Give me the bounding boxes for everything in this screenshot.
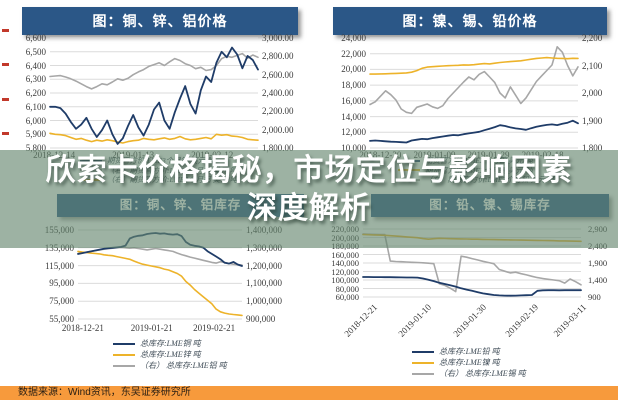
x-axis-tick-label: 2019-02-21: [193, 323, 236, 333]
series-nickel-price-line: [369, 119, 579, 144]
left-axis-tick-label: 20,000: [341, 64, 366, 75]
left-axis-tick-label: 60,000: [335, 292, 359, 302]
legend-line-marker: [113, 353, 135, 356]
left-axis-tick-label: 95,000: [49, 278, 74, 289]
right-axis-tick-label: 900,000: [246, 314, 276, 324]
right-axis-tick-label: 1,900: [588, 258, 608, 268]
x-axis-tick-label: 2018-12-21: [61, 323, 104, 333]
legend-item: （右） 总库存:LME锡 吨: [412, 369, 526, 378]
red-tick-mark: [2, 132, 9, 135]
legend-item: 总库存:LME铅 吨: [412, 347, 500, 356]
right-axis-tick-label: 2,400.00: [262, 88, 294, 98]
data-source-bar: 数据来源：Wind资讯，东吴证券研究所: [0, 386, 618, 400]
left-axis-tick-label: 5,900: [25, 129, 46, 140]
right-axis-tick-label: 1,900: [582, 115, 603, 126]
right-axis-tick-label: 1,000,000: [246, 296, 282, 307]
right-axis-tick-label: 1,200,000: [246, 260, 282, 271]
series-aluminum-stock-line: [77, 246, 243, 266]
legend-line-marker: [412, 372, 434, 375]
left-axis-tick-label: 5,800: [25, 143, 46, 153]
right-axis-tick-label: 1,100,000: [246, 278, 282, 289]
legend-label: 总库存:LME铜 吨: [140, 339, 201, 348]
left-axis-tick-label: 6,200: [25, 88, 46, 98]
legend-label: （右） 总库存:LME铝 吨: [140, 361, 227, 370]
series-tin-stock-line: [362, 233, 582, 293]
left-axis-tick-label: 6,100: [25, 101, 46, 112]
series-zinc-stock-line: [77, 250, 243, 317]
legend-item: 总库存:LME铜 吨: [113, 339, 201, 348]
legend-line-marker: [113, 342, 135, 345]
right-axis-tick-label: 2,200: [582, 33, 603, 43]
left-axis-tick-label: 55,000: [49, 314, 74, 324]
left-axis-tick-label: 14,000: [341, 111, 366, 122]
left-axis-tick-label: 80,000: [335, 283, 359, 294]
left-axis-tick-label: 6,400: [25, 60, 46, 71]
series-zinc-price-line: [49, 52, 259, 90]
left-axis-tick-label: 6,300: [25, 74, 46, 85]
legend-line-marker: [412, 361, 434, 364]
legend-label: 总库存:LME锌 吨: [140, 350, 201, 359]
legend-item: 总库存:LME镍 吨: [412, 358, 500, 367]
right-axis-tick-label: 2,000: [582, 88, 603, 98]
chart-title: 图：镍、锡、铅价格: [333, 7, 607, 35]
left-axis-tick-label: 120,000: [331, 266, 359, 277]
left-axis-tick-label: 24,000: [341, 33, 366, 43]
legend-item: 总库存:LME锌 吨: [113, 350, 201, 359]
data-source-text: 数据来源：Wind资讯，东吴证券研究所: [18, 387, 191, 398]
series-lead-price-line: [369, 45, 579, 115]
chart-plot: [49, 37, 259, 149]
left-axis-tick-label: 75,000: [49, 296, 74, 307]
right-axis-tick-label: 1,400: [588, 275, 608, 285]
legend-label: （右） 总库存:LME锡 吨: [439, 369, 526, 378]
left-axis-tick-label: 160,000: [331, 249, 359, 260]
x-axis-tick-label: 2019-01-21: [130, 323, 173, 333]
series-copper-price-line: [49, 46, 259, 145]
left-axis-tick-label: 16,000: [341, 95, 366, 106]
left-axis-tick-label: 10,000: [341, 143, 366, 153]
right-axis-tick-label: 2,200.00: [262, 106, 294, 117]
headline-line-1: 欣索卡价格揭秘，市场定位与影响因素: [45, 154, 573, 187]
left-axis-tick-label: 100,000: [331, 275, 359, 285]
left-axis-tick-label: 22,000: [341, 48, 366, 59]
series-aluminum-price-line: [49, 132, 259, 144]
headline: 欣索卡价格揭秘，市场定位与影响因素 深度解析: [0, 152, 618, 228]
legend-line-marker: [113, 364, 135, 367]
right-axis-tick-label: 2,100: [582, 60, 603, 71]
right-axis-tick-label: 1,800: [582, 143, 603, 153]
left-axis-tick-label: 140,000: [331, 258, 359, 268]
left-axis-tick-label: 18,000: [341, 80, 366, 91]
left-axis-tick-label: 6,600: [25, 33, 46, 43]
right-axis-tick-label: 2,000.00: [262, 124, 294, 135]
series-lead-stock-line: [362, 276, 582, 297]
headline-line-2: 深度解析: [247, 192, 371, 225]
headline-overlay-band: [0, 150, 618, 248]
red-tick-mark: [2, 63, 9, 66]
legend-item: （右） 总库存:LME铝 吨: [113, 361, 227, 370]
legend-label: 总库存:LME镍 吨: [439, 358, 500, 367]
right-axis-tick-label: 900: [588, 292, 601, 302]
left-axis-tick-label: 12,000: [341, 127, 366, 138]
right-axis-tick-label: 3,000.00: [262, 33, 294, 43]
red-tick-mark: [2, 98, 9, 101]
right-axis-tick-label: 2,600.00: [262, 69, 294, 80]
red-tick-mark: [2, 29, 9, 32]
left-axis-tick-label: 6,000: [25, 115, 46, 126]
chart-plot: [369, 37, 579, 149]
chart-title: 图：铜、锌、铝价格: [22, 7, 298, 35]
left-axis-tick-label: 6,500: [25, 46, 46, 57]
right-axis-tick-label: 2,800.00: [262, 51, 294, 62]
right-axis-tick-label: 1,800.00: [262, 143, 294, 153]
legend-line-marker: [412, 350, 434, 353]
left-axis-tick-label: 115,000: [45, 260, 74, 271]
series-tin-price-line: [369, 56, 579, 75]
legend-label: 总库存:LME铅 吨: [439, 347, 500, 356]
